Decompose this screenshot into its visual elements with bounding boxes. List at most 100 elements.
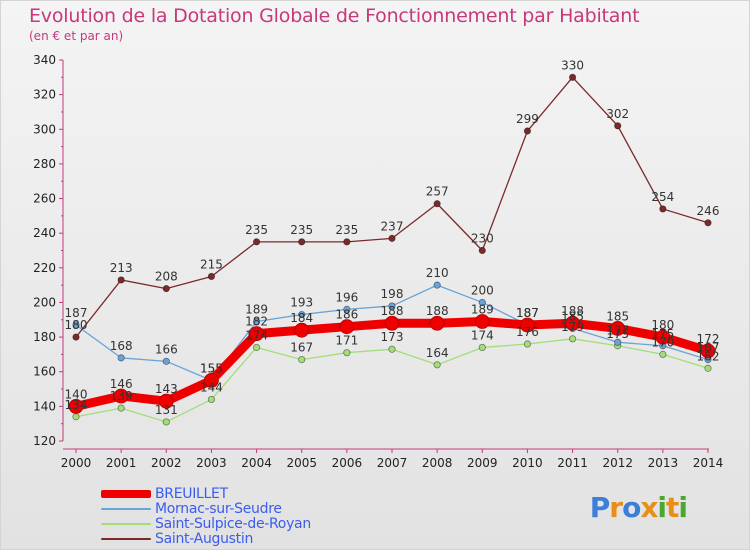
data-label: 185 — [606, 309, 629, 323]
data-label: 144 — [200, 380, 223, 394]
data-point — [433, 361, 441, 369]
legend-swatch — [101, 522, 151, 525]
logo-letter: i — [678, 491, 688, 524]
data-label: 172 — [697, 332, 720, 346]
data-point — [659, 205, 667, 213]
data-point — [72, 333, 80, 341]
logo-letter: P — [589, 491, 611, 524]
data-label: 134 — [65, 398, 88, 412]
data-label: 185 — [561, 309, 584, 323]
series-points — [68, 73, 716, 426]
x-tick-label: 2006 — [332, 456, 363, 470]
legend-label: Mornac-sur-Seudre — [155, 500, 282, 517]
data-point — [568, 335, 577, 343]
data-point — [252, 238, 261, 246]
data-point — [343, 349, 351, 357]
data-point — [207, 272, 216, 281]
data-label: 230 — [471, 232, 494, 246]
legend-item: Mornac-sur-Seudre — [101, 500, 311, 517]
legend-label: Saint-Augustin — [155, 530, 254, 547]
y-tick-label: 160 — [33, 365, 56, 379]
data-point — [162, 357, 170, 365]
data-point — [339, 319, 355, 335]
data-point — [433, 281, 441, 289]
data-label: 257 — [426, 185, 449, 199]
data-point — [704, 364, 712, 372]
data-label: 175 — [606, 327, 629, 341]
y-tick-label: 240 — [33, 226, 56, 240]
y-tick-label: 300 — [33, 122, 56, 136]
x-tick-label: 2009 — [467, 456, 498, 470]
data-point — [207, 395, 216, 404]
data-label: 170 — [651, 335, 674, 349]
y-tick-label: 180 — [33, 330, 56, 344]
data-label: 188 — [426, 304, 449, 318]
data-point — [523, 127, 532, 135]
data-label: 177 — [606, 323, 629, 337]
y-tick-label: 140 — [33, 399, 56, 413]
data-label: 162 — [697, 349, 720, 363]
x-tick-label: 2011 — [557, 456, 588, 470]
data-point — [298, 356, 306, 364]
data-point — [388, 234, 396, 242]
data-label: 182 — [245, 315, 268, 329]
data-point — [388, 345, 396, 353]
x-tick-label: 2007 — [377, 456, 408, 470]
series-lines — [71, 76, 713, 423]
data-point — [429, 315, 445, 331]
data-point — [523, 340, 532, 348]
data-label: 237 — [381, 219, 404, 233]
data-point — [298, 238, 306, 246]
data-label: 210 — [426, 266, 449, 280]
legend-swatch — [101, 507, 151, 510]
x-tick-label: 2002 — [151, 456, 182, 470]
data-point — [204, 372, 219, 388]
data-label: 140 — [65, 387, 88, 401]
logo-letter: t — [666, 491, 679, 524]
data-label: 299 — [516, 112, 539, 126]
x-tick-label: 2012 — [602, 456, 633, 470]
data-point — [252, 343, 261, 352]
x-tick-label: 2004 — [241, 456, 272, 470]
data-label: 254 — [651, 190, 674, 204]
data-point — [68, 398, 84, 414]
data-point — [704, 219, 712, 227]
data-point — [565, 315, 580, 331]
data-label: 215 — [200, 257, 223, 271]
data-point — [659, 350, 667, 359]
data-point — [700, 343, 716, 359]
data-label: 174 — [471, 328, 494, 342]
legend-label: BREUILLET — [155, 485, 228, 502]
data-point — [433, 200, 441, 208]
legend-item: BREUILLET — [101, 485, 311, 502]
legend-swatch — [101, 537, 151, 540]
data-point — [614, 338, 622, 346]
x-tick-label: 2003 — [196, 456, 227, 470]
data-label: 167 — [697, 341, 720, 355]
data-point — [568, 73, 577, 81]
data-point — [117, 404, 125, 412]
data-point — [117, 354, 125, 362]
chart-subtitle: (en € et par an) — [29, 29, 124, 43]
x-tick-label: 2013 — [648, 456, 679, 470]
x-tick-label: 2014 — [693, 456, 724, 470]
data-label: 173 — [381, 330, 404, 344]
data-point — [388, 302, 396, 310]
data-label: 188 — [561, 304, 584, 318]
data-point — [384, 315, 400, 331]
data-label: 235 — [245, 223, 268, 237]
logo-letter: i — [657, 491, 667, 524]
y-tick-label: 340 — [33, 53, 56, 67]
data-point — [162, 418, 170, 426]
data-label: 196 — [335, 290, 358, 304]
data-label: 166 — [155, 342, 178, 356]
data-point — [72, 321, 80, 329]
data-label: 330 — [561, 58, 584, 72]
data-point — [343, 305, 351, 313]
data-label: 189 — [245, 303, 268, 317]
x-tick-label: 2001 — [106, 456, 137, 470]
logo-letter: o — [622, 491, 641, 524]
